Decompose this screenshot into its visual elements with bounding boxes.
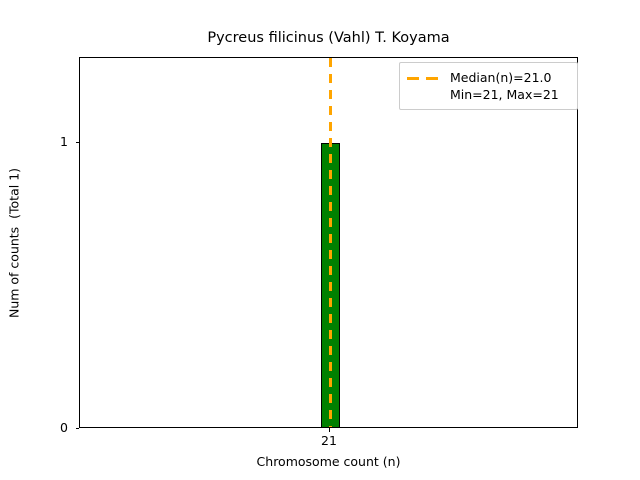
y-axis-label-container: Num of counts (Total 1) bbox=[0, 57, 28, 428]
xtick-label-21: 21 bbox=[321, 433, 337, 448]
y-axis-label: Num of counts (Total 1) bbox=[6, 167, 22, 318]
chart-legend: Median(n)=21.0 Min=21, Max=21 bbox=[399, 62, 578, 110]
legend-entry-text: Median(n)=21.0 Min=21, Max=21 bbox=[450, 69, 559, 103]
xtick-mark-21 bbox=[328, 428, 330, 432]
legend-entry-median: Median(n)=21.0 Min=21, Max=21 bbox=[407, 69, 569, 103]
legend-range-label: Min=21, Max=21 bbox=[450, 87, 559, 102]
plot-area bbox=[79, 57, 578, 428]
median-dashed-line bbox=[329, 58, 332, 427]
legend-dashed-line-icon bbox=[407, 72, 441, 85]
ytick-mark-1 bbox=[75, 142, 79, 144]
ytick-label-1: 1 bbox=[60, 134, 68, 149]
legend-median-label: Median(n)=21.0 bbox=[450, 70, 552, 85]
ytick-label-0: 0 bbox=[60, 420, 68, 435]
x-axis-label: Chromosome count (n) bbox=[256, 454, 401, 469]
ytick-mark-0 bbox=[75, 427, 79, 429]
chart-title: Pycreus filicinus (Vahl) T. Koyama bbox=[207, 30, 450, 46]
